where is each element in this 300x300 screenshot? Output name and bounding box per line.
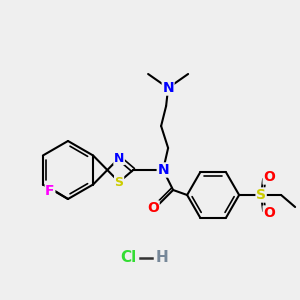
Text: N: N bbox=[162, 81, 174, 95]
Text: H: H bbox=[156, 250, 168, 266]
Text: F: F bbox=[45, 184, 55, 198]
Text: S: S bbox=[115, 176, 124, 188]
Text: O: O bbox=[263, 206, 275, 220]
Text: N: N bbox=[157, 163, 169, 177]
Text: O: O bbox=[147, 201, 159, 215]
Text: Cl: Cl bbox=[120, 250, 136, 266]
Text: O: O bbox=[263, 170, 275, 184]
Text: N: N bbox=[114, 152, 124, 164]
Text: S: S bbox=[256, 188, 266, 202]
